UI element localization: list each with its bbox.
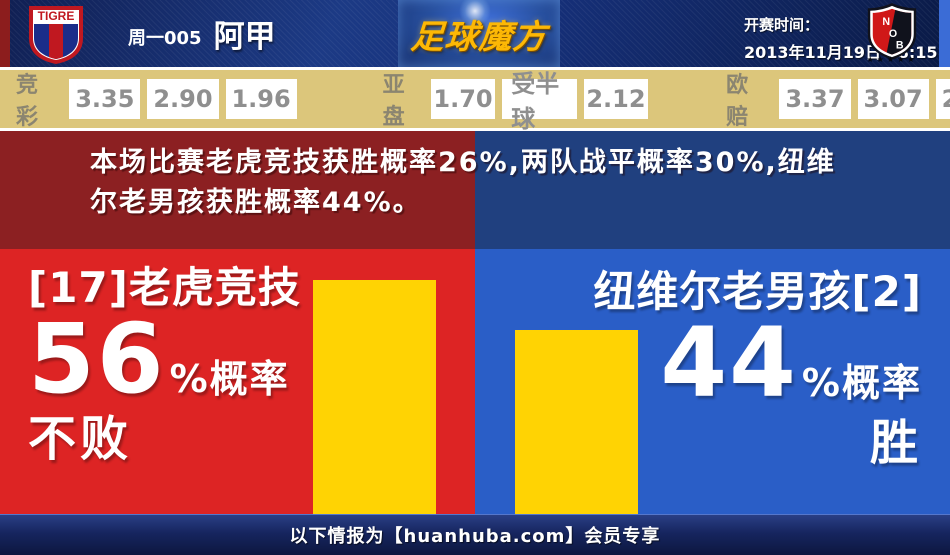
jingcai-label: 竞彩 [16, 73, 40, 130]
tigre-crest-icon: TIGRE [29, 6, 83, 64]
summary-bg-home [0, 131, 475, 249]
away-percent-suffix: %概率 [801, 361, 922, 405]
footer-banner: 以下情报为【huanhuba.com】会员专享 [0, 514, 950, 555]
away-percent-line: 44 %概率 [593, 313, 922, 413]
yapan-home-odds: 1.70 [430, 79, 496, 119]
summary-line-1: 本场比赛老虎竞技获胜概率26%,两队战平概率30%,纽维 [90, 147, 836, 178]
league-name: 阿甲 [213, 19, 276, 55]
home-percent-value: 56 [28, 303, 166, 415]
yapan-handicap: 受半球 [502, 70, 577, 133]
match-info: 周一005 阿甲 [128, 0, 276, 67]
home-team-logo: TIGRE [25, 3, 87, 69]
away-team-name: 纽维尔老男孩[2] [593, 267, 922, 316]
odds-group-yapan: 亚盘 1.70 受半球 2.12 [382, 67, 649, 133]
svg-text:O: O [889, 28, 897, 40]
jingcai-draw-odds: 2.90 [147, 79, 219, 119]
home-percent-line: 56 %概率 [28, 309, 301, 409]
svg-text:N: N [882, 16, 890, 28]
summary-text: 本场比赛老虎竞技获胜概率26%,两队战平概率30%,纽维 尔老男孩获胜概率44%… [90, 143, 890, 223]
home-prediction-text: [17]老虎竞技 56 %概率 不败 [28, 263, 301, 467]
yapan-away-odds: 2.12 [583, 79, 649, 119]
jingcai-home-odds: 3.35 [69, 79, 141, 119]
nob-stars-icon: ★★★★★ [866, 55, 918, 64]
home-team-name: [17]老虎竞技 [28, 263, 301, 312]
probability-summary: 本场比赛老虎竞技获胜概率26%,两队战平概率30%,纽维 尔老男孩获胜概率44%… [0, 131, 950, 249]
nob-crest-icon: N O B [867, 2, 917, 60]
oupei-away-odds: 2.11 [935, 79, 950, 119]
kickoff-label: 开赛时间： [744, 16, 820, 34]
home-probability-bar [313, 280, 436, 514]
brand-logo[interactable]: 足球魔方 [398, 0, 560, 67]
brand-logo-text: 足球魔方 [409, 16, 549, 56]
oupei-draw-odds: 3.07 [857, 79, 929, 119]
match-number: 周一005 [128, 27, 202, 49]
left-red-strip [0, 0, 10, 67]
away-probability-bar [515, 330, 638, 514]
home-percent-suffix: %概率 [169, 357, 290, 401]
yapan-label: 亚盘 [382, 73, 406, 130]
away-prediction-panel: 纽维尔老男孩[2] 44 %概率 胜 [475, 249, 950, 514]
away-team-logo: N O B ★★★★★ [863, 2, 921, 64]
odds-group-oupei: 欧赔 3.37 3.07 2.11 [726, 67, 950, 131]
away-percent-value: 44 [660, 307, 798, 419]
away-outcome: 胜 [869, 415, 922, 471]
away-prediction-text: 纽维尔老男孩[2] 44 %概率 胜 [593, 267, 922, 471]
svg-text:B: B [896, 39, 904, 51]
summary-line-2: 尔老男孩获胜概率44%。 [90, 187, 422, 218]
home-prediction-panel: [17]老虎竞技 56 %概率 不败 [0, 249, 475, 514]
odds-group-jingcai: 竞彩 3.35 2.90 1.96 [16, 67, 297, 131]
jingcai-away-odds: 1.96 [225, 79, 297, 119]
home-outcome: 不败 [28, 411, 133, 467]
oupei-home-odds: 3.37 [779, 79, 851, 119]
odds-bar: 竞彩 3.35 2.90 1.96 亚盘 1.70 受半球 2.12 欧赔 3.… [0, 67, 950, 133]
right-blue-strip [939, 0, 950, 67]
summary-bg-away [475, 131, 950, 249]
svg-text:TIGRE: TIGRE [38, 9, 75, 23]
oupei-label: 欧赔 [726, 73, 750, 130]
match-header: TIGRE 周一005 阿甲 足球魔方 开赛时间： 2013年11月19日 08… [0, 0, 950, 67]
prediction-panels: [17]老虎竞技 56 %概率 不败 纽维尔老男孩[2] 44 %概率 胜 [0, 249, 950, 514]
footer-text: 以下情报为【huanhuba.com】会员专享 [289, 526, 661, 547]
